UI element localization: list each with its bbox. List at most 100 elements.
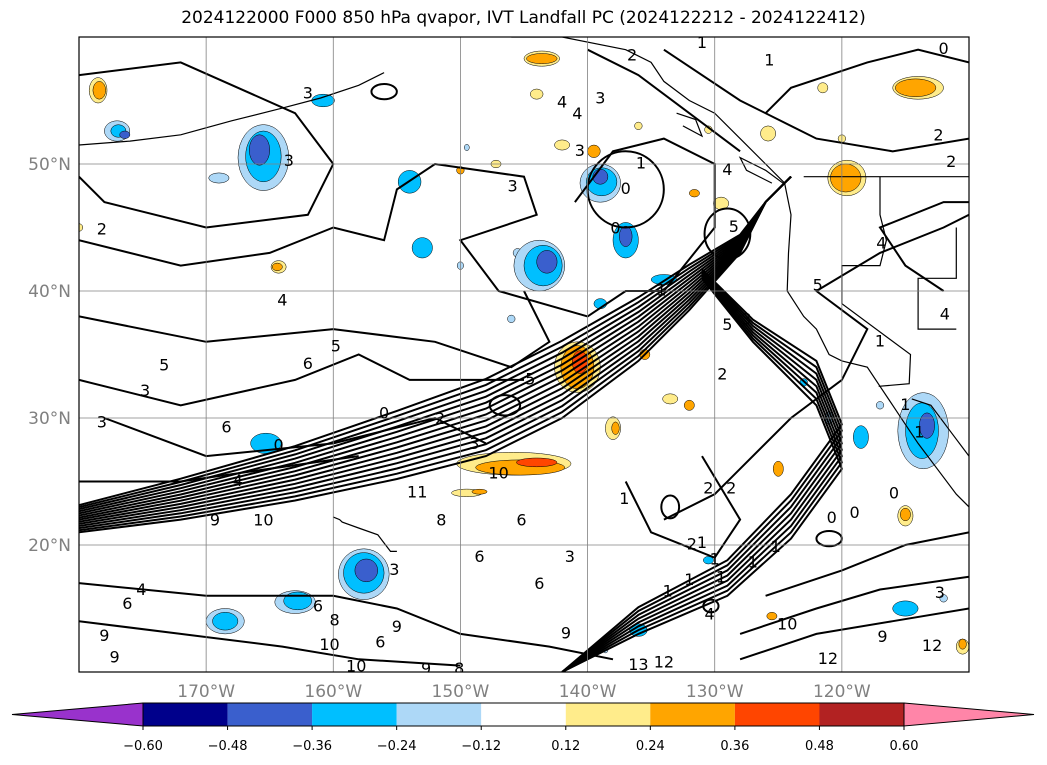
- contour-label: 9: [561, 623, 571, 642]
- contour-label: 3: [508, 176, 518, 195]
- anomaly-region: [958, 638, 967, 650]
- contour-line: [79, 455, 359, 483]
- anomaly-region: [536, 250, 558, 274]
- colorbar-outline: [142, 702, 905, 727]
- contour-label: 3: [575, 141, 585, 160]
- anomaly-region: [354, 558, 378, 583]
- contour-label: 10: [319, 635, 339, 654]
- vancouver-island: [738, 156, 785, 185]
- anomaly-region: [79, 223, 84, 232]
- anomaly-region: [900, 507, 911, 522]
- contour-loop: [370, 82, 398, 101]
- contour-line: [739, 575, 969, 635]
- contour-label: 1: [764, 51, 774, 70]
- contour-label: 1: [619, 489, 629, 508]
- latitude-labels: 20°N 30°N 40°N 50°N: [28, 155, 71, 556]
- contour-label: 3: [140, 381, 150, 400]
- colorbar-segment: [312, 703, 397, 726]
- contour-label: 3: [935, 583, 945, 602]
- colorbar-segment: [819, 703, 904, 726]
- contour-label: 6: [516, 510, 526, 529]
- longitude-tick-label: 120°W: [813, 682, 871, 702]
- contour-label: 2: [717, 364, 727, 383]
- contour-label: 10: [488, 463, 508, 482]
- contour-label: 10: [777, 615, 797, 634]
- contour-line: [764, 48, 969, 114]
- contour-line: [79, 61, 335, 229]
- longitude-labels: 170°W 160°W 150°W 140°W 130°W 120°W: [177, 682, 871, 702]
- contour-label: 2: [627, 46, 637, 65]
- contour-line: [561, 270, 844, 672]
- contour-label: 1: [900, 395, 910, 414]
- contour-loop: [660, 494, 681, 520]
- longitude-tick-label: 140°W: [559, 682, 617, 702]
- colorbar-segment: [143, 703, 228, 726]
- contour-label: 4: [277, 291, 287, 310]
- contour-label: 2: [687, 535, 697, 554]
- contour-label: 8: [330, 611, 340, 630]
- contour-label: 0: [274, 435, 284, 454]
- contour-label: 13: [628, 655, 648, 674]
- contour-loop: [488, 394, 522, 417]
- contour-label: 5: [813, 275, 823, 294]
- contour-label: 1: [875, 331, 885, 350]
- anomaly-region: [766, 612, 778, 621]
- contour-label: 5: [722, 315, 732, 334]
- longitude-tick-label: 150°W: [432, 682, 490, 702]
- contour-label: 1: [748, 552, 758, 571]
- anomaly-region: [875, 401, 885, 410]
- contour-label: 1: [684, 570, 694, 589]
- anomaly-region: [662, 393, 679, 405]
- colorbar-tick-label: −0.60: [123, 739, 163, 754]
- colorbar-extend-min: [11, 702, 144, 727]
- contour-line: [739, 607, 969, 661]
- contour-line: [765, 531, 969, 597]
- contour-line: [561, 273, 844, 672]
- plot-background: [79, 37, 969, 672]
- contour-line: [561, 268, 844, 672]
- colorbar-tick-label: −0.48: [208, 739, 248, 754]
- anomaly-region: [208, 172, 230, 184]
- contour-label: 0: [939, 39, 949, 58]
- ivt-contour-lines: [79, 48, 969, 672]
- anomaly-region: [830, 163, 862, 193]
- contour-label: 6: [303, 354, 313, 373]
- colorbar-tick-label: 0.12: [551, 739, 580, 754]
- contour-label: 5: [159, 355, 169, 374]
- contour-label: 5: [525, 369, 535, 388]
- colorbar-tick-label: −0.36: [292, 739, 332, 754]
- contour-label: 6: [534, 574, 544, 593]
- anomaly-region: [853, 425, 869, 449]
- colorbar-segment: [227, 703, 313, 726]
- plot-frame: [78, 36, 970, 673]
- contour-loop: [702, 598, 720, 614]
- contour-label: 10: [253, 510, 273, 529]
- anomaly-region: [249, 134, 270, 166]
- contour-label: 5: [729, 217, 739, 236]
- contour-label: 12: [922, 636, 942, 655]
- longitude-tick-label: 130°W: [686, 682, 744, 702]
- anomaly-region: [411, 237, 433, 259]
- contour-label: 4: [876, 234, 886, 253]
- latitude-tick-label: 20°N: [28, 536, 71, 556]
- contour-label: 6: [313, 597, 323, 616]
- contour-label: 2: [703, 479, 713, 498]
- contour-label: 1: [636, 154, 646, 173]
- colorbar-tick-label: 0.36: [720, 739, 749, 754]
- anomaly-region: [683, 399, 695, 411]
- contour-label: 2: [726, 479, 736, 498]
- aleutian-islands: [79, 72, 385, 146]
- colorbar-tick-label: 0.60: [890, 739, 919, 754]
- haida-gwaii: [676, 112, 704, 138]
- hawaiian-islands: [333, 516, 397, 552]
- contour-label: 12: [818, 649, 838, 668]
- colorbar-tick-label: 0.48: [805, 739, 834, 754]
- contour-label: 4: [705, 604, 715, 623]
- anomaly-region: [689, 189, 700, 198]
- contour-label: 2: [946, 152, 956, 171]
- colorbar-segment: [481, 703, 566, 726]
- contour-label: 6: [474, 547, 484, 566]
- contour-line: [561, 276, 844, 672]
- contour-label: 4: [233, 471, 243, 490]
